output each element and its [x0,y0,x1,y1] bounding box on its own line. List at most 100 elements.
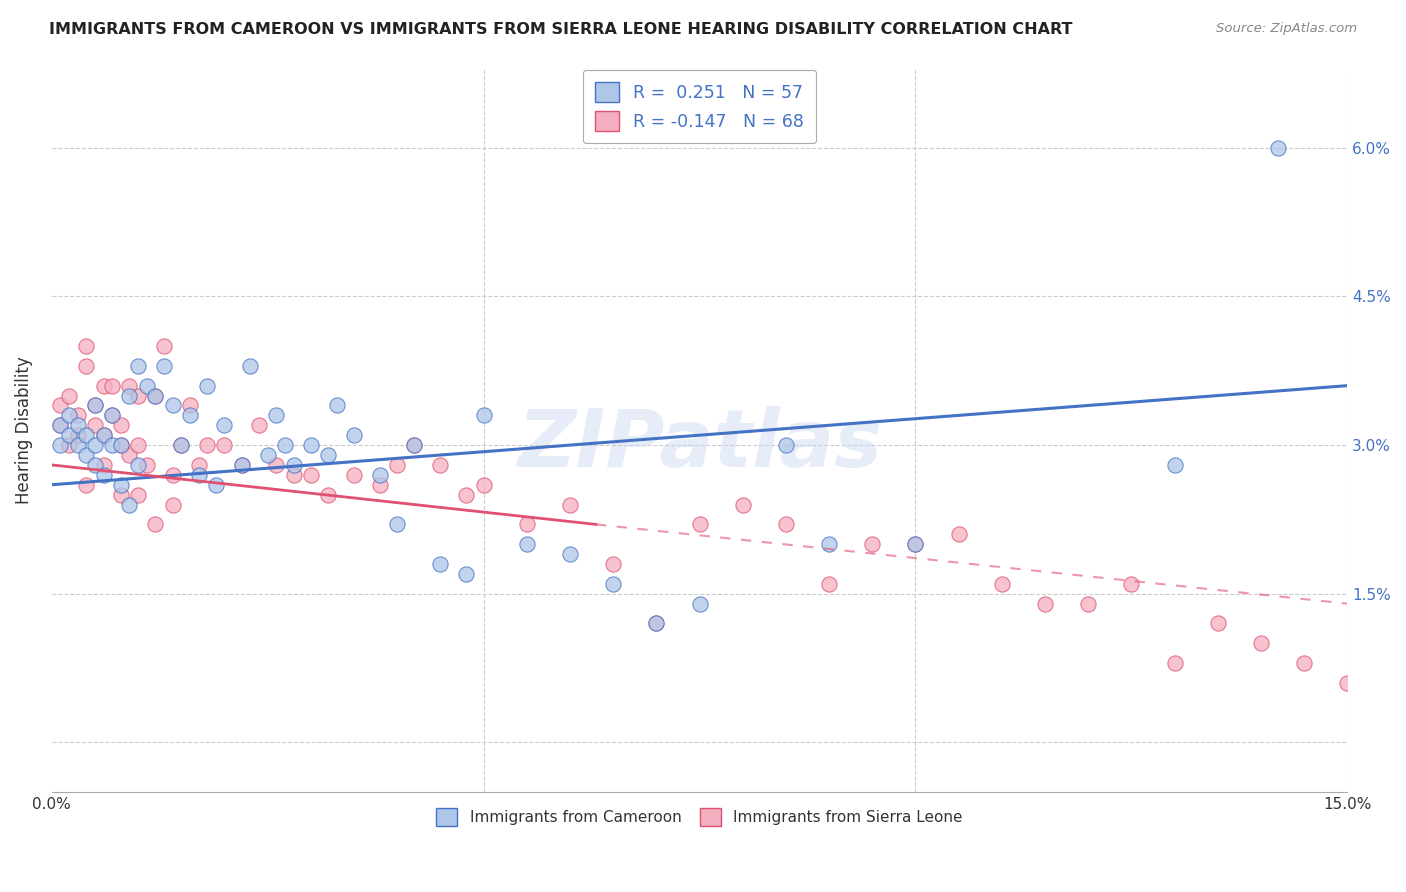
Point [66,438,89,452]
Point [195,438,218,452]
Point [472,409,495,423]
Point [93,428,115,442]
Point [75,359,97,373]
Point [93,428,115,442]
Point [75,477,97,491]
Point [516,537,538,551]
Point [1163,656,1185,670]
Point [256,448,278,462]
Point [162,467,184,482]
Point [247,418,270,433]
Point [558,498,581,512]
Point [299,467,322,482]
Point [731,498,754,512]
Point [75,339,97,353]
Point [49,418,72,433]
Text: ZIPatlas: ZIPatlas [517,406,882,483]
Point [127,388,149,402]
Point [316,488,339,502]
Point [135,458,157,472]
Point [93,467,115,482]
Point [404,438,426,452]
Point [231,458,253,472]
Point [145,388,167,402]
Point [1267,141,1289,155]
Text: IMMIGRANTS FROM CAMEROON VS IMMIGRANTS FROM SIERRA LEONE HEARING DISABILITY CORR: IMMIGRANTS FROM CAMEROON VS IMMIGRANTS F… [49,22,1073,37]
Point [343,467,366,482]
Point [110,477,132,491]
Point [170,438,193,452]
Point [429,458,451,472]
Point [195,378,218,392]
Point [162,399,184,413]
Point [602,557,624,571]
Point [775,517,797,532]
Point [101,378,124,392]
Point [689,597,711,611]
Point [602,577,624,591]
Point [110,438,132,452]
Point [274,438,297,452]
Point [516,517,538,532]
Point [1206,616,1229,631]
Point [904,537,927,551]
Point [456,566,478,581]
Point [101,438,124,452]
Point [179,409,201,423]
Point [127,458,149,472]
Point [429,557,451,571]
Point [1294,656,1316,670]
Point [187,467,209,482]
Point [343,428,366,442]
Point [1250,636,1272,650]
Point [1163,458,1185,472]
Point [645,616,668,631]
Point [904,537,927,551]
Point [145,388,167,402]
Point [118,388,141,402]
Point [948,527,970,541]
Point [283,458,305,472]
Point [75,448,97,462]
Point [368,477,391,491]
Point [93,458,115,472]
Legend: Immigrants from Cameroon, Immigrants from Sierra Leone: Immigrants from Cameroon, Immigrants fro… [427,799,972,835]
Point [66,428,89,442]
Point [472,477,495,491]
Point [162,498,184,512]
Point [118,378,141,392]
Point [205,477,228,491]
Point [387,517,409,532]
Point [558,547,581,561]
Point [66,409,89,423]
Point [127,488,149,502]
Text: Source: ZipAtlas.com: Source: ZipAtlas.com [1216,22,1357,36]
Point [153,359,176,373]
Point [58,409,80,423]
Point [84,438,107,452]
Point [118,448,141,462]
Point [991,577,1014,591]
Point [84,418,107,433]
Point [145,517,167,532]
Point [645,616,668,631]
Point [101,409,124,423]
Point [58,388,80,402]
Point [58,428,80,442]
Point [49,438,72,452]
Point [75,428,97,442]
Point [153,339,176,353]
Point [1033,597,1056,611]
Point [283,467,305,482]
Point [110,418,132,433]
Point [266,458,288,472]
Point [231,458,253,472]
Point [118,498,141,512]
Point [93,378,115,392]
Point [84,458,107,472]
Point [456,488,478,502]
Point [110,438,132,452]
Point [818,577,841,591]
Point [214,418,236,433]
Point [387,458,409,472]
